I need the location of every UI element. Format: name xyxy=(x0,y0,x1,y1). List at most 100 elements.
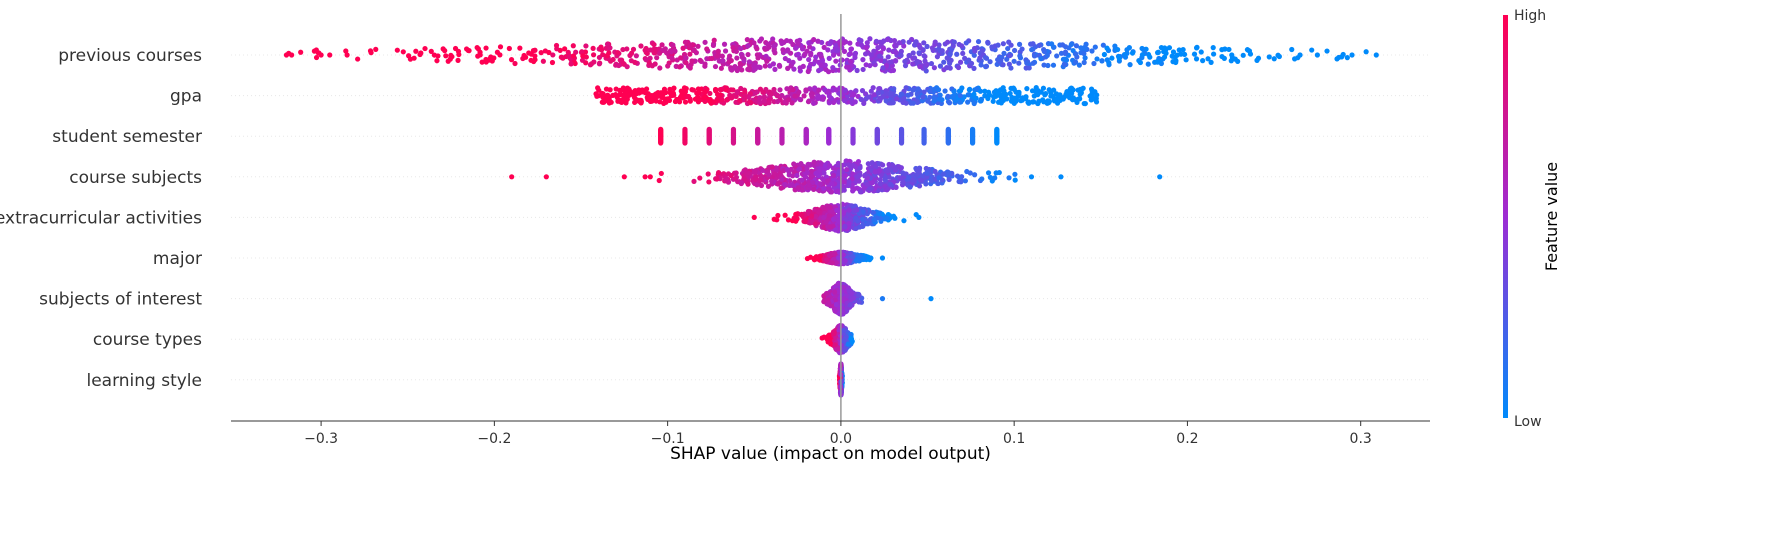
shap-point xyxy=(549,59,556,66)
shap-point xyxy=(368,50,374,56)
shap-point xyxy=(778,185,784,191)
shap-point xyxy=(311,48,317,54)
shap-point xyxy=(1161,54,1168,60)
shap-point xyxy=(821,170,827,176)
shap-point xyxy=(785,217,792,223)
shap-point xyxy=(799,177,805,183)
shap-point xyxy=(643,57,649,63)
shap-point xyxy=(1180,47,1186,53)
shap-point xyxy=(865,94,871,100)
shap-point xyxy=(1016,41,1023,47)
shap-point xyxy=(845,341,851,347)
shap-point xyxy=(914,171,920,178)
shap-point xyxy=(966,57,972,63)
colorbar-high-label: High xyxy=(1514,8,1546,24)
shap-point xyxy=(722,177,729,184)
shap-point xyxy=(1169,53,1175,59)
shap-point xyxy=(973,95,979,101)
shap-point xyxy=(772,66,778,72)
shap-point xyxy=(875,90,882,96)
shap-point xyxy=(995,99,1002,105)
shap-point xyxy=(887,90,894,96)
shap-point xyxy=(842,258,848,264)
shap-point xyxy=(994,140,1000,146)
shap-point xyxy=(852,54,858,61)
shap-point xyxy=(797,96,803,102)
shap-point xyxy=(867,186,873,192)
shap-point xyxy=(666,97,673,103)
shap-point xyxy=(826,333,832,339)
x-axis-ticks: −0.3 −0.2 −0.1 0.0 0.1 0.2 0.3 xyxy=(304,421,1372,447)
shap-point xyxy=(832,342,838,348)
shap-point xyxy=(931,65,937,71)
shap-point xyxy=(706,179,712,185)
shap-point xyxy=(716,93,722,99)
shap-point xyxy=(624,64,630,70)
shap-point xyxy=(782,55,788,62)
shap-point xyxy=(775,181,781,187)
shap-point xyxy=(841,97,848,104)
shap-point xyxy=(906,39,912,45)
shap-point xyxy=(737,60,743,67)
shap-point xyxy=(1158,44,1164,51)
shap-point xyxy=(1336,54,1342,61)
shap-point xyxy=(616,62,622,69)
shap-point xyxy=(833,58,839,64)
shap-point xyxy=(656,50,663,56)
shap-point xyxy=(1090,95,1096,102)
shap-point xyxy=(884,168,890,174)
shap-point xyxy=(702,98,708,105)
shap-point xyxy=(1059,42,1066,48)
shap-point xyxy=(1026,65,1032,71)
shap-point xyxy=(629,50,635,56)
shap-point xyxy=(734,55,740,61)
shap-point xyxy=(831,251,837,257)
shap-point xyxy=(811,257,818,263)
shap-point xyxy=(951,89,957,95)
shap-point xyxy=(508,57,515,63)
shap-point xyxy=(777,87,783,93)
shap-point xyxy=(1191,51,1198,57)
shap-point xyxy=(422,45,428,52)
shap-point xyxy=(1030,41,1036,47)
shap-point xyxy=(996,169,1002,176)
shap-point xyxy=(1040,85,1047,91)
shap-point xyxy=(861,100,867,106)
shap-point xyxy=(860,57,866,63)
shap-point xyxy=(714,53,720,59)
shap-point xyxy=(707,96,713,103)
shap-point xyxy=(872,164,879,170)
shap-point xyxy=(779,176,785,182)
shap-point xyxy=(598,44,604,50)
shap-point xyxy=(1078,45,1084,51)
colorbar-title: Feature value xyxy=(1542,162,1561,271)
shap-point xyxy=(825,88,832,94)
shap-point xyxy=(867,36,873,42)
shap-point xyxy=(748,100,754,106)
shap-point xyxy=(826,140,832,146)
shap-point xyxy=(796,89,802,95)
shap-point xyxy=(916,183,923,189)
shap-point xyxy=(1018,98,1024,104)
shap-point xyxy=(826,93,832,99)
shap-point xyxy=(963,40,969,46)
shap-point xyxy=(846,51,852,58)
shap-point xyxy=(910,100,916,106)
x-tick-label: 0.2 xyxy=(1176,431,1198,447)
shap-point xyxy=(902,171,908,177)
shap-point xyxy=(590,45,596,51)
shap-point xyxy=(745,43,751,49)
shap-point xyxy=(455,57,461,63)
shap-point xyxy=(744,37,750,43)
shap-point xyxy=(845,64,851,70)
shap-point xyxy=(819,175,825,182)
shap-point xyxy=(702,89,708,95)
shap-point xyxy=(817,181,823,187)
shap-point xyxy=(860,66,866,73)
shap-point xyxy=(1324,48,1330,54)
shap-point xyxy=(716,169,722,176)
shap-point xyxy=(993,93,999,99)
shap-point xyxy=(680,45,686,51)
shap-point xyxy=(921,40,927,46)
